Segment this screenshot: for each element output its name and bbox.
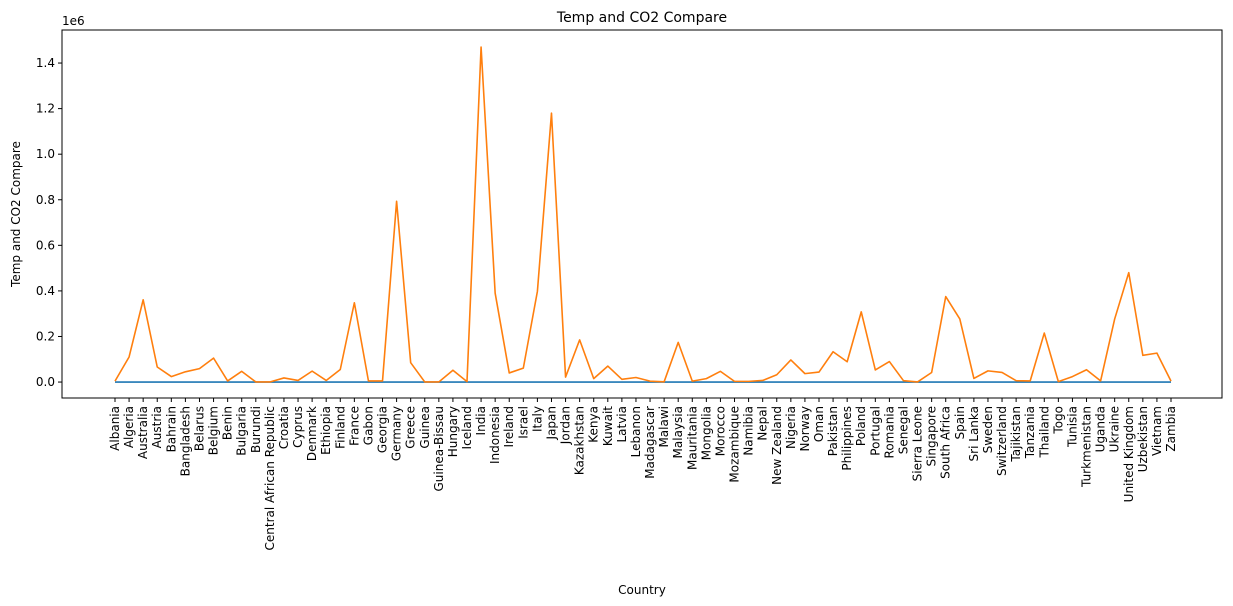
x-tick-label: Bangladesh	[178, 406, 192, 476]
x-tick-label: Ukraine	[1108, 406, 1122, 452]
x-tick-label: Burundi	[249, 406, 263, 453]
x-tick-label: Zambia	[1164, 406, 1178, 452]
x-tick-label: Cyprus	[291, 406, 305, 448]
y-tick-label: 1.2	[36, 102, 55, 116]
x-tick-label: Nepal	[756, 406, 770, 441]
x-tick-label: Philippines	[840, 406, 854, 471]
x-tick-label: South Africa	[939, 406, 953, 479]
x-tick-label: Greece	[404, 406, 418, 449]
x-tick-label: Spain	[953, 406, 967, 440]
x-tick-label: Turkmenistan	[1080, 406, 1094, 488]
x-tick-label: Sri Lanka	[967, 406, 981, 461]
x-tick-label: Kazakhstan	[573, 406, 587, 475]
x-tick-label: Mozambique	[728, 406, 742, 483]
x-tick-label: Italy	[530, 406, 544, 432]
x-tick-label: United Kingdom	[1122, 406, 1136, 502]
x-tick-label: Poland	[854, 406, 868, 446]
x-tick-label: Uzbekistan	[1136, 406, 1150, 472]
plot-area	[114, 46, 1172, 383]
x-tick-label: Australia	[136, 406, 150, 459]
x-tick-label: Senegal	[896, 406, 910, 454]
x-tick-label: Denmark	[305, 406, 319, 461]
x-tick-label: Tunisia	[1065, 406, 1079, 448]
x-tick-label: Iceland	[460, 406, 474, 449]
x-axis-ticks: Albania Algeria Australia Austria Bahrain Ban…	[108, 398, 1178, 550]
x-tick-label: Lebanon	[629, 406, 643, 457]
x-tick-label: Tanzania	[1023, 406, 1037, 459]
x-tick-label: Uganda	[1094, 406, 1108, 452]
y-tick-label: 1.0	[36, 147, 55, 161]
y-tick-label: 0.4	[36, 284, 55, 298]
x-tick-label: Thailand	[1037, 406, 1051, 459]
x-tick-label: Belgium	[207, 406, 221, 455]
x-tick-label: Malawi	[657, 406, 671, 448]
y-axis-ticks: 0.0 0.2 0.4 0.6 0.8 1.0 1.2 1.4	[36, 56, 62, 389]
y-tick-label: 0.6	[36, 238, 55, 252]
x-tick-label: Algeria	[122, 406, 136, 448]
x-tick-label: Romania	[882, 406, 896, 458]
x-tick-label: Sierra Leone	[911, 406, 925, 481]
plot-frame	[61, 29, 1223, 399]
series-line-2	[114, 46, 1172, 383]
y-tick-label: 1.4	[36, 56, 55, 70]
y-tick-label: 0.2	[36, 329, 55, 343]
x-tick-label: Kenya	[587, 406, 601, 443]
x-tick-label: Hungary	[446, 406, 460, 457]
x-tick-label: Tajikistan	[1009, 406, 1023, 463]
x-tick-label: Vietnam	[1150, 406, 1164, 456]
x-tick-label: Israel	[516, 406, 530, 439]
x-tick-label: Morocco	[713, 406, 727, 456]
x-tick-label: Guinea-Bissau	[432, 406, 446, 492]
x-tick-label: Gabon	[361, 406, 375, 445]
y-tick-label: 0.0	[36, 375, 55, 389]
x-tick-label: Guinea	[418, 406, 432, 449]
x-tick-label: Bulgaria	[235, 406, 249, 456]
x-tick-label: Finland	[333, 406, 347, 449]
x-tick-label: Nigeria	[784, 406, 798, 449]
y-tick-label: 0.8	[36, 193, 55, 207]
x-tick-label: Madagascar	[643, 406, 657, 479]
x-tick-label: Portugal	[868, 406, 882, 456]
x-tick-label: India	[474, 406, 488, 435]
x-tick-label: Singapore	[925, 406, 939, 467]
x-tick-label: Switzerland	[995, 406, 1009, 476]
x-tick-label: Jordan	[559, 406, 573, 445]
x-tick-label: Austria	[150, 406, 164, 448]
x-tick-label: Ireland	[502, 406, 516, 448]
x-tick-label: Central African Republic	[263, 406, 277, 550]
x-tick-label: Kuwait	[601, 406, 615, 446]
x-tick-label: Bahrain	[164, 406, 178, 452]
x-tick-label: Germany	[390, 406, 404, 461]
y-offset-label: 1e6	[62, 14, 85, 28]
x-tick-label: Togo	[1051, 406, 1065, 435]
x-tick-label: Malaysia	[671, 406, 685, 458]
x-tick-label: New Zealand	[770, 406, 784, 485]
x-axis-label: Country	[618, 583, 666, 597]
x-tick-label: Sweden	[981, 406, 995, 453]
x-tick-label: Japan	[544, 406, 558, 440]
x-tick-label: Georgia	[376, 406, 390, 453]
x-tick-label: Mauritania	[685, 406, 699, 470]
x-tick-label: France	[347, 406, 361, 446]
x-tick-label: Croatia	[277, 406, 291, 449]
x-tick-label: Norway	[798, 406, 812, 452]
x-tick-label: Namibia	[742, 406, 756, 456]
y-axis-label: Temp and CO2 Compare	[9, 141, 23, 288]
x-tick-label: Oman	[812, 406, 826, 442]
chart-title: Temp and CO2 Compare	[556, 10, 727, 26]
x-tick-label: Latvia	[615, 406, 629, 443]
x-tick-label: Albania	[108, 406, 122, 451]
x-tick-label: Benin	[221, 406, 235, 440]
x-tick-label: Belarus	[192, 406, 206, 451]
x-tick-label: Mongolia	[699, 406, 713, 460]
x-tick-label: Indonesia	[488, 406, 502, 464]
x-tick-label: Ethiopia	[319, 406, 333, 455]
x-tick-label: Pakistan	[826, 406, 840, 456]
